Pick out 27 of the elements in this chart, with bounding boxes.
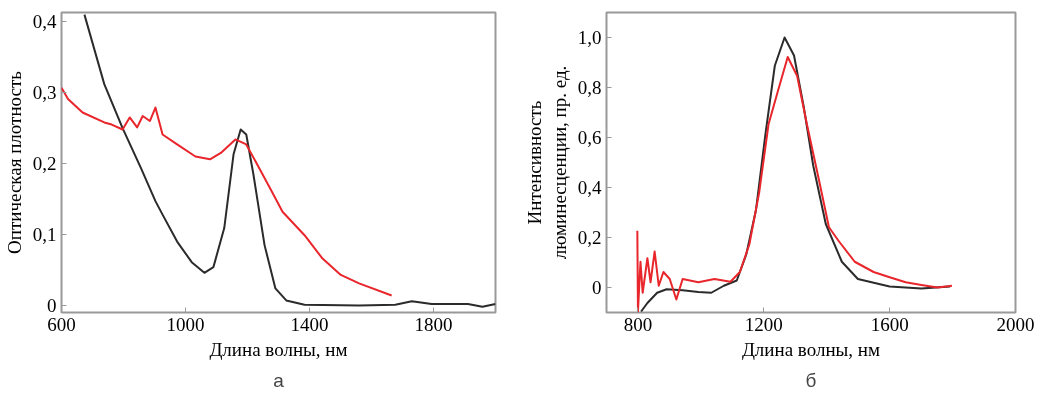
y-tick-label: 1,0 [577,27,602,48]
y-tick-label: 0,6 [577,127,602,148]
x-tick-label: 2000 [996,313,1035,335]
line-series [83,13,496,308]
y-axis-title: Интенсивность люминесценции, пр. ед. [523,65,570,260]
y-tick-label: 0,1 [32,223,57,245]
x-axis-title: Длина волны, нм [741,338,881,360]
x-tick-label: 1400 [290,313,329,335]
text: б [805,369,817,391]
y-tick-label: 0,2 [32,153,57,175]
x-tick-label: 1800 [414,313,453,335]
y-axis-title: Оптическая плотность [3,70,25,254]
y-tick-label: 0 [592,277,602,298]
y-tick-label: 0 [47,294,57,316]
x-tick-label: 1000 [166,313,205,335]
y-tick-label: 0,4 [32,11,57,33]
text: а [273,369,285,391]
y-tick-label: 0,2 [577,227,602,248]
y-tick-label: 0,4 [577,177,602,198]
x-tick-label: 1600 [870,313,909,335]
y-tick-label: 0,8 [577,77,602,98]
x-tick-label: 1200 [744,313,783,335]
x-tick-label: 600 [47,313,76,335]
line-series [61,86,393,297]
x-axis-title: Длина волны, нм [209,338,348,360]
x-tick-label: 800 [623,313,653,335]
y-tick-label: 0,3 [32,82,57,104]
